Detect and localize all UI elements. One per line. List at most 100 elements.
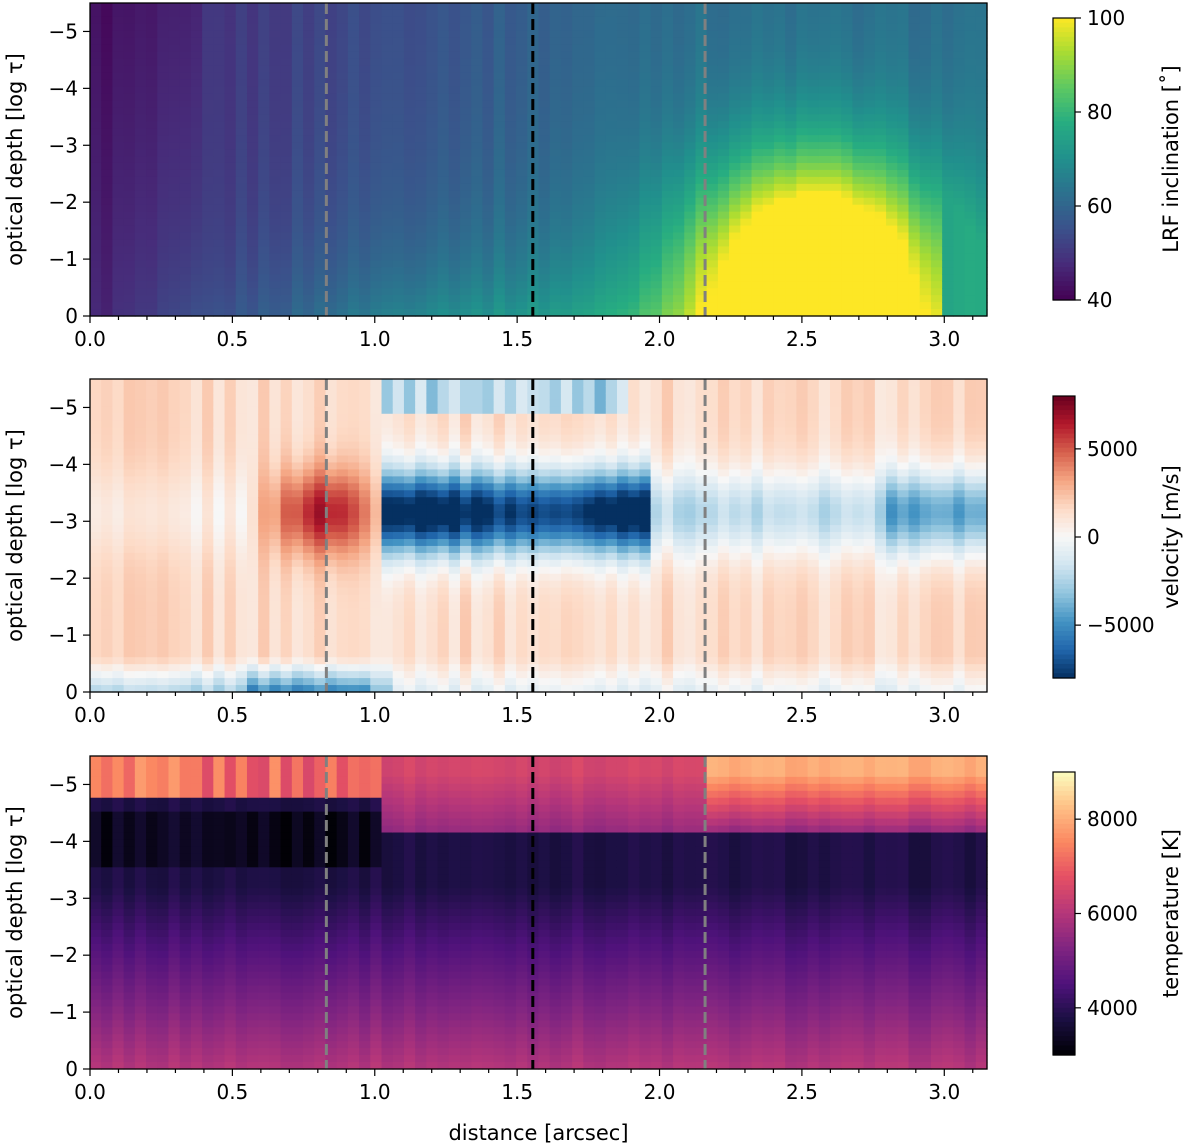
heatmap-cell xyxy=(740,121,753,129)
heatmap-cell xyxy=(908,93,921,101)
heatmap-cell xyxy=(280,246,293,254)
heatmap-cell xyxy=(325,441,338,450)
colorbar-segment xyxy=(1053,93,1075,99)
heatmap-cell xyxy=(460,44,472,53)
heatmap-cell xyxy=(168,142,181,150)
heatmap-cell xyxy=(684,3,697,11)
heatmap-cell xyxy=(224,643,237,651)
heatmap-cell xyxy=(303,65,315,74)
heatmap-cell xyxy=(942,128,954,136)
heatmap-cell xyxy=(874,23,887,32)
heatmap-cell xyxy=(650,225,663,234)
heatmap-cell xyxy=(157,156,170,164)
heatmap-cell xyxy=(740,30,753,39)
heatmap-cell xyxy=(639,288,652,296)
heatmap-cell xyxy=(258,671,270,679)
heatmap-cell xyxy=(572,253,584,261)
heatmap-cell xyxy=(482,302,495,310)
heatmap-cell xyxy=(886,72,898,81)
heatmap-cell xyxy=(258,302,270,310)
heatmap-cell xyxy=(661,100,674,108)
heatmap-cell xyxy=(908,302,921,310)
heatmap-cell xyxy=(202,3,214,11)
heatmap-cell xyxy=(258,253,270,261)
heatmap-cell xyxy=(246,162,259,171)
heatmap-cell xyxy=(751,51,764,60)
heatmap-cell xyxy=(90,469,102,477)
heatmap-cell xyxy=(841,142,854,150)
heatmap-cell xyxy=(246,260,259,268)
heatmap-cell xyxy=(762,225,775,234)
heatmap-cell xyxy=(359,399,371,408)
heatmap-cell xyxy=(168,190,181,199)
heatmap-cell xyxy=(504,44,517,53)
heatmap-cell xyxy=(347,253,360,261)
heatmap-cell xyxy=(235,483,248,491)
heatmap-cell xyxy=(426,44,439,53)
heatmap-cell xyxy=(583,93,596,101)
heatmap-cell xyxy=(908,225,921,234)
colorbar-segment xyxy=(1053,187,1075,193)
heatmap-cell xyxy=(370,678,383,686)
heatmap-cell xyxy=(101,9,114,18)
heatmap-cell xyxy=(538,65,551,74)
heatmap-cell xyxy=(235,622,248,630)
heatmap-cell xyxy=(886,37,898,46)
heatmap-cell xyxy=(605,37,618,46)
heatmap-cell xyxy=(729,176,741,185)
heatmap-cell xyxy=(190,545,203,554)
heatmap-cell xyxy=(549,44,562,53)
heatmap-cell xyxy=(146,23,158,32)
heatmap-cell xyxy=(123,211,136,220)
heatmap-cell xyxy=(235,490,248,498)
heatmap-cell xyxy=(157,281,170,289)
heatmap-cell xyxy=(684,9,697,18)
heatmap-cell xyxy=(291,225,304,234)
heatmap-cell xyxy=(897,100,910,108)
heatmap-cell xyxy=(101,448,114,457)
heatmap-cell xyxy=(673,239,685,248)
heatmap-cell xyxy=(336,462,349,471)
heatmap-cell xyxy=(336,511,349,519)
heatmap-cell xyxy=(291,72,304,81)
heatmap-cell xyxy=(785,65,797,74)
heatmap-cell xyxy=(572,309,584,317)
heatmap-cell xyxy=(392,392,405,401)
heatmap-cell xyxy=(347,608,360,617)
heatmap-cell xyxy=(415,23,427,32)
heatmap-cell xyxy=(830,51,842,60)
heatmap-cell xyxy=(717,253,730,261)
heatmap-cell xyxy=(314,183,327,192)
heatmap-cell xyxy=(347,51,360,60)
heatmap-cell xyxy=(392,169,405,178)
heatmap-cell xyxy=(572,218,584,227)
heatmap-cell xyxy=(684,114,697,122)
heatmap-cell xyxy=(863,204,876,213)
heatmap-cell xyxy=(258,636,270,644)
heatmap-cell xyxy=(852,65,865,74)
heatmap-cell xyxy=(224,427,237,436)
heatmap-cell xyxy=(90,379,102,387)
heatmap-cell xyxy=(695,197,708,206)
heatmap-cell xyxy=(258,190,270,199)
heatmap-cell xyxy=(415,309,427,317)
heatmap-cell xyxy=(460,232,472,241)
heatmap-cell xyxy=(650,204,663,213)
heatmap-cell xyxy=(224,16,237,25)
heatmap-cell xyxy=(90,274,102,282)
heatmap-cell xyxy=(134,302,147,310)
heatmap-cell xyxy=(852,225,865,234)
heatmap-cell xyxy=(852,72,865,81)
heatmap-cell xyxy=(269,3,282,11)
heatmap-cell xyxy=(942,114,954,122)
heatmap-cell xyxy=(560,218,573,227)
heatmap-cell xyxy=(482,51,495,60)
heatmap-cell xyxy=(628,149,641,157)
heatmap-cell xyxy=(762,79,775,88)
heatmap-cell xyxy=(314,441,327,450)
heatmap-cell xyxy=(953,176,966,185)
heatmap-cell xyxy=(179,615,192,624)
heatmap-cell xyxy=(673,121,685,129)
heatmap-cell xyxy=(616,183,629,192)
heatmap-cell xyxy=(796,23,809,32)
